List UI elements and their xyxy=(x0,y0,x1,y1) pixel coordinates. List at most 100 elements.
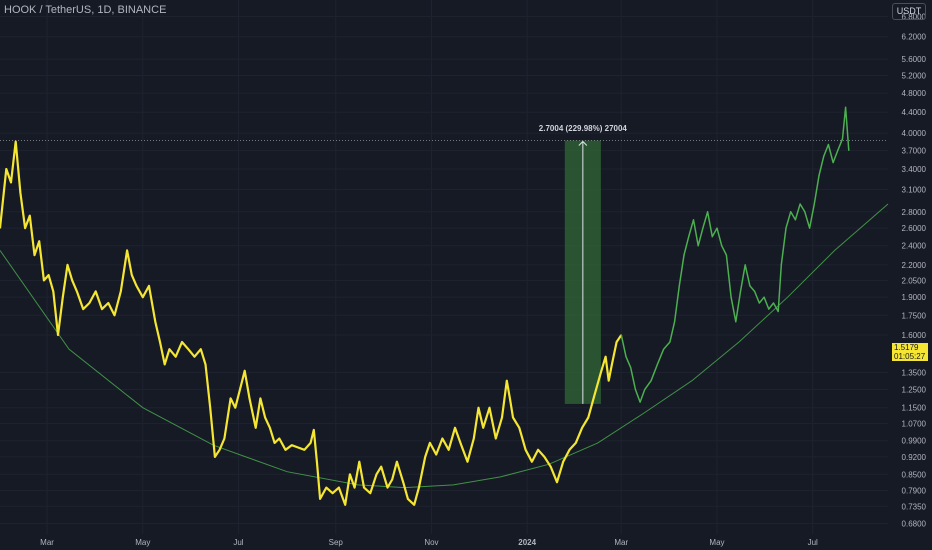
data-point xyxy=(71,279,73,281)
data-point xyxy=(200,348,202,350)
price-tick-label: 0.9200 xyxy=(902,453,927,462)
time-tick-label: Jul xyxy=(233,538,243,547)
data-point xyxy=(678,285,680,287)
data-point xyxy=(581,427,583,429)
data-point xyxy=(82,308,84,310)
data-point xyxy=(24,227,26,229)
price-tick-label: 1.1500 xyxy=(902,404,927,413)
data-point xyxy=(650,380,652,382)
data-point xyxy=(62,296,64,298)
measure-label: 2.7004 (229.98%) 27004 xyxy=(538,123,627,133)
data-point xyxy=(616,341,618,343)
data-point xyxy=(131,274,133,276)
price-tick-label: 5.2000 xyxy=(902,71,927,80)
data-point xyxy=(95,290,97,292)
price-tick-label: 2.8000 xyxy=(902,208,927,217)
data-point xyxy=(477,407,480,409)
data-point xyxy=(466,461,469,463)
data-point xyxy=(234,407,236,409)
data-point xyxy=(697,245,699,247)
data-point xyxy=(506,380,508,382)
time-axis-ticks: Mar May Jul Sep Nov 2024 Mar May Jul xyxy=(40,538,818,547)
data-point xyxy=(313,429,315,431)
data-point xyxy=(33,254,36,256)
trendline[interactable] xyxy=(0,203,889,489)
data-point xyxy=(488,407,491,409)
data-point xyxy=(369,492,371,494)
price-tick-label: 2.6000 xyxy=(902,224,927,233)
time-tick-label: May xyxy=(135,538,150,547)
data-point xyxy=(754,290,756,292)
data-point xyxy=(375,473,378,475)
series-path xyxy=(620,106,850,403)
price-tick-label: 0.7900 xyxy=(902,486,927,495)
data-point xyxy=(634,388,637,390)
price-tick-label: 4.8000 xyxy=(902,89,927,98)
price-tick-label: 1.0700 xyxy=(902,420,927,429)
data-point xyxy=(674,321,676,323)
price-tick-label: 0.9900 xyxy=(902,437,927,446)
time-tick-label: Jul xyxy=(808,538,818,547)
data-point xyxy=(501,416,503,419)
data-point xyxy=(291,444,293,446)
data-point xyxy=(663,348,665,350)
currency-button[interactable]: USDT xyxy=(892,3,926,20)
data-point xyxy=(297,446,299,449)
data-point xyxy=(495,437,497,440)
data-point xyxy=(711,236,713,238)
data-point xyxy=(600,371,602,373)
data-point xyxy=(391,478,393,481)
data-point xyxy=(568,449,571,451)
data-point xyxy=(332,492,334,494)
data-point xyxy=(66,264,69,266)
data-point xyxy=(284,449,287,451)
data-point xyxy=(630,367,632,369)
data-point xyxy=(605,356,607,358)
data-point xyxy=(818,175,820,177)
data-point xyxy=(827,143,830,146)
data-point xyxy=(209,407,211,409)
time-tick-label: 2024 xyxy=(518,538,536,547)
data-point xyxy=(744,264,746,266)
data-point xyxy=(43,279,45,281)
data-point xyxy=(550,466,552,468)
data-point xyxy=(804,211,806,213)
data-point xyxy=(702,227,704,229)
data-point xyxy=(823,155,825,157)
data-point xyxy=(594,394,596,396)
data-point xyxy=(29,215,31,217)
series-path xyxy=(0,140,623,506)
time-tick-label: May xyxy=(709,538,724,547)
data-point xyxy=(354,487,356,489)
data-point xyxy=(611,363,613,365)
data-point xyxy=(429,442,431,444)
chart-title: HOOK / TetherUS, 1D, BINANCE xyxy=(4,4,167,16)
data-point xyxy=(264,416,266,419)
data-point xyxy=(620,334,622,336)
price-axis[interactable] xyxy=(890,0,932,550)
data-point xyxy=(707,211,709,213)
data-point xyxy=(543,456,546,458)
data-point xyxy=(193,356,196,358)
data-point xyxy=(721,245,723,247)
data-point xyxy=(644,388,646,390)
data-point xyxy=(525,449,527,451)
data-point xyxy=(692,219,695,221)
data-point xyxy=(107,302,109,304)
data-point xyxy=(512,416,514,419)
data-point xyxy=(259,397,261,399)
last-price-value: 1.5179 xyxy=(894,343,919,352)
data-point xyxy=(76,290,78,292)
data-point xyxy=(48,274,50,276)
data-point xyxy=(848,149,850,151)
data-point xyxy=(790,211,792,213)
price-tick-label: 1.9000 xyxy=(902,293,927,302)
data-point xyxy=(248,397,251,399)
data-point xyxy=(537,449,539,451)
data-point xyxy=(219,449,221,451)
data-point xyxy=(448,449,450,451)
price-tick-label: 2.4000 xyxy=(902,242,927,251)
data-point xyxy=(509,397,511,399)
price-tick-label: 6.2000 xyxy=(902,33,927,42)
